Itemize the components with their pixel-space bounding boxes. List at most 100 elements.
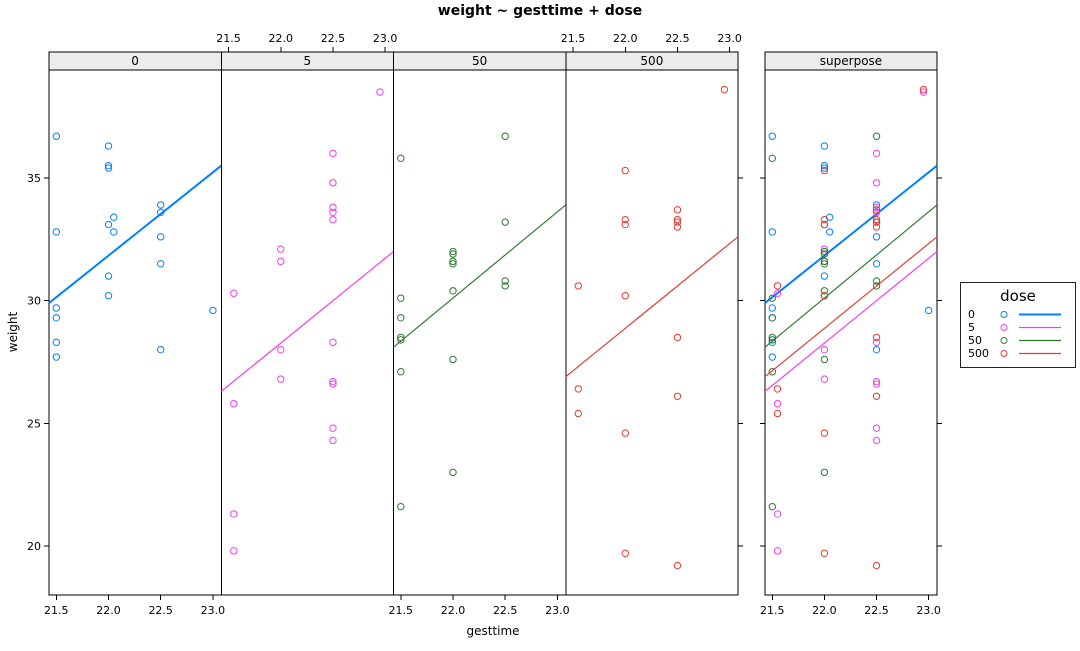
data-point-dose-5 [277,245,285,253]
data-point-dose-50 [397,333,405,342]
data-point-dose-0 [768,132,776,140]
data-point-dose-0 [104,292,113,300]
data-point-dose-0 [52,353,61,361]
data-point-dose-0 [52,228,61,236]
panel-border-5 [220,69,394,596]
data-point-dose-50 [397,314,405,322]
data-point-dose-0 [104,142,113,150]
data-point-dose-5 [872,424,881,432]
data-point-dose-500 [820,166,829,175]
data-point-dose-50 [501,277,509,285]
data-point-dose-5 [820,375,829,383]
data-point-dose-50 [501,218,509,226]
data-point-dose-500 [574,409,582,418]
data-point-dose-50 [449,355,457,364]
data-point-dose-500 [673,333,682,342]
fit-line-dose-0 [764,164,938,304]
x-axis-tick-label: 21.5 [760,604,785,617]
legend-entry-dose-500: 500 [961,347,1075,360]
data-point-dose-0 [820,161,829,170]
x-axis-tick-label: 22.0 [613,32,638,45]
data-point-dose-5 [773,510,782,518]
data-point-dose-5 [230,547,238,555]
data-point-dose-500 [872,206,881,214]
strip-label: superpose [820,54,882,68]
strip-label: 0 [131,54,139,68]
y-axis-tick-label: 25 [27,417,41,430]
data-point-dose-0 [768,228,776,236]
strip-label: 500 [640,54,663,68]
data-point-dose-50 [397,502,405,511]
data-point-dose-0 [110,213,118,221]
data-point-dose-0 [209,306,217,315]
x-axis-tick-label: 23.0 [717,32,742,45]
x-axis-tick-label: 22.0 [441,604,466,617]
data-point-dose-5 [872,149,881,158]
data-point-dose-5 [230,399,238,408]
x-axis-tick-label: 22.0 [812,604,837,617]
data-point-dose-0 [157,233,165,241]
data-point-dose-5 [230,510,238,518]
data-point-dose-5 [329,380,337,388]
data-point-dose-0 [52,304,61,312]
legend-point-icon [1000,337,1008,344]
data-point-dose-50 [449,468,457,477]
data-point-dose-50 [768,294,776,302]
data-point-dose-0 [157,345,165,354]
data-point-dose-0 [820,164,829,172]
data-point-dose-0 [104,272,113,280]
x-axis-tick-label: 21.5 [44,604,69,617]
legend-rows: 0 5 50 500 [961,308,1075,360]
fit-line-dose-5 [764,251,938,392]
legend-entry-dose-5: 5 [961,321,1075,334]
data-point-dose-5 [329,179,337,187]
data-point-dose-0 [52,314,61,322]
data-point-dose-500 [621,429,629,437]
data-point-dose-50 [397,154,405,163]
data-point-dose-50 [397,294,405,302]
data-point-dose-0 [104,164,113,172]
data-point-dose-50 [872,132,881,140]
x-axis-tick-label: 22.5 [864,604,889,617]
data-point-dose-500 [673,561,682,570]
data-point-dose-0 [872,260,881,268]
data-point-dose-0 [872,345,881,354]
x-axis-tick-label: 21.5 [216,32,241,45]
data-point-dose-500 [673,206,682,214]
x-axis-tick-label: 21.5 [561,32,586,45]
x-axis-tick-label: 22.5 [148,604,173,617]
data-point-dose-0 [768,338,776,347]
y-axis-label: weight [6,311,20,353]
data-point-dose-0 [52,338,61,347]
data-point-dose-5 [329,203,337,212]
data-point-dose-500 [820,549,829,557]
data-point-dose-500 [621,292,629,300]
data-point-dose-0 [157,260,165,268]
data-point-dose-50 [768,368,776,376]
data-point-dose-5 [872,380,881,388]
data-point-dose-50 [872,282,881,290]
legend-swatch [1000,337,1061,344]
data-point-dose-0 [924,306,933,315]
data-point-dose-500 [673,215,682,224]
data-point-dose-50 [820,287,829,295]
data-point-dose-50 [449,287,457,295]
legend-entry-dose-0: 0 [961,308,1075,321]
data-point-dose-0 [872,201,881,209]
data-point-dose-5 [329,149,337,158]
data-point-dose-50 [449,260,457,268]
data-point-dose-50 [449,257,457,266]
data-point-dose-5 [277,257,285,266]
legend: dose 0 5 50 500 [960,282,1076,368]
data-point-dose-5 [872,179,881,187]
data-point-dose-500 [673,392,682,400]
data-point-dose-500 [872,392,881,400]
data-point-dose-500 [621,166,629,175]
y-axis-tick-label: 20 [27,540,41,553]
panel-border-superpose [764,69,938,596]
fit-line-dose-500 [565,236,739,378]
fit-line-dose-50 [393,204,567,348]
data-point-dose-50 [820,250,829,258]
